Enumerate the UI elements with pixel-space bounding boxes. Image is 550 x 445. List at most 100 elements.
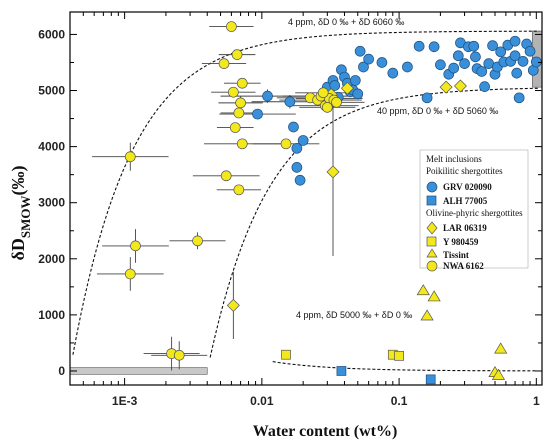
legend-marker-y98: [426, 236, 437, 247]
point-nwa-6162-10: [233, 184, 245, 196]
point-grv-020090-44: [495, 46, 507, 58]
point-grv-020090-55: [530, 56, 542, 68]
point-nwa-6162-9: [220, 170, 232, 182]
point-grv-020090-1: [252, 108, 263, 120]
legend-label-alh: ALH 77005: [443, 196, 488, 206]
point-nwa-6162-2: [218, 58, 230, 69]
point-tissint-1: [427, 290, 441, 302]
point-grv-020090-21: [358, 61, 369, 73]
point-grv-020090-56: [509, 35, 521, 47]
point-nwa-6162-3: [236, 77, 248, 89]
point-lar-06319-0: [226, 298, 240, 312]
legend-title: Melt inclusions: [426, 154, 482, 164]
point-nwa-6162-1: [231, 49, 243, 60]
point-tissint-5: [491, 368, 506, 380]
legend-label-grv: GRV 020090: [443, 182, 492, 192]
point-tissint-2: [420, 309, 434, 321]
point-grv-020090-27: [413, 40, 425, 52]
point-nwa-6162-16: [173, 349, 185, 361]
point-grv-020090-25: [387, 67, 399, 79]
point-grv-020090-29: [428, 41, 440, 53]
y-tick-label: 1000: [38, 308, 65, 322]
y-axis-title-unit: (‰): [8, 166, 29, 196]
legend-label-tissint: Tissint: [443, 250, 469, 260]
legend-marker-lar: [426, 221, 438, 235]
legend-marker-alh: [426, 195, 437, 206]
point-alh-77005-0: [336, 366, 347, 376]
point-lar-06319-2: [340, 81, 354, 95]
legend: Melt inclusions Poikilitic shergottites …: [419, 149, 529, 272]
point-grv-020090-41: [487, 40, 498, 52]
point-grv-020090-6: [294, 174, 306, 186]
point-grv-020090-57: [470, 51, 481, 63]
point-nwa-6162-13: [124, 268, 136, 280]
y-tick-label: 4000: [38, 140, 65, 154]
y-tick-label: 6000: [38, 27, 65, 41]
y-tick-label: 3000: [38, 196, 65, 210]
y-tick-label: 5000: [38, 84, 65, 98]
y-axis-title: δDSMOW(‰): [8, 166, 33, 261]
y-tick-label: 2000: [38, 252, 65, 266]
point-grv-020090-36: [468, 40, 480, 52]
point-grv-020090-20: [352, 88, 364, 100]
point-grv-020090-50: [513, 92, 525, 104]
point-grv-020090-24: [376, 57, 388, 68]
point-grv-020090-58: [452, 50, 464, 62]
point-grv-020090-2: [284, 96, 296, 108]
annotation-4ppm-bottom: 4 ppm, δD 5000 ‰ + δD 0 ‰: [296, 310, 412, 320]
point-lar-06319-1: [326, 165, 340, 179]
point-nwa-6162-8: [236, 138, 248, 150]
point-grv-020090-30: [435, 59, 446, 71]
low-water-band: [69, 367, 208, 375]
axes: 1E-3 0.01 0.1 1 0 1000 2000 3000 4000 5000 6000: [38, 11, 543, 408]
point-nwa-6162-14: [192, 235, 203, 247]
point-grv-020090-28: [421, 92, 433, 104]
point-y-980459-2: [394, 350, 404, 361]
point-nwa-6162-6: [233, 107, 245, 119]
legend-group-poikilitic: Poikilitic shergottites: [426, 166, 503, 176]
annotation-4ppm-top: 4 ppm, δD 0 ‰ + δD 6060 ‰: [288, 17, 404, 27]
legend-label-y98: Y 980459: [443, 237, 479, 247]
point-lar-06319-4: [439, 80, 453, 94]
point-grv-020090-22: [354, 45, 366, 57]
point-grv-020090-48: [509, 50, 521, 62]
legend-marker-grv: [426, 181, 438, 193]
mixing-curve-0: [72, 30, 540, 355]
point-nwa-6162-12: [130, 240, 141, 252]
point-nwa-6162-26: [321, 102, 333, 113]
point-grv-020090-51: [517, 56, 529, 67]
point-grv-020090-0: [262, 90, 273, 102]
point-grv-020090-49: [511, 67, 523, 79]
point-nwa-6162-23: [280, 138, 292, 150]
point-grv-020090-19: [349, 75, 361, 86]
point-grv-020090-38: [476, 66, 488, 77]
annotation-40ppm: 40 ppm, δD 0 ‰ + δD 5060 ‰: [377, 106, 498, 116]
plot-frame: [69, 11, 543, 386]
y-axis-title-sub: SMOW: [18, 196, 33, 239]
y-tick-label: 0: [58, 364, 65, 378]
y-axis-title-main: δD: [8, 238, 28, 260]
svg-text:δDSMOW(‰): δDSMOW(‰): [8, 166, 33, 261]
point-nwa-6162-0: [226, 21, 237, 32]
point-grv-020090-39: [479, 81, 490, 92]
legend-marker-tissint: [426, 248, 438, 258]
point-grv-020090-34: [459, 58, 470, 69]
point-nwa-6162-7: [229, 122, 241, 133]
x-tick-label: 0.1: [391, 394, 408, 408]
point-y-980459-0: [281, 349, 291, 360]
point-grv-020090-26: [402, 61, 413, 73]
point-nwa-6162-4: [228, 86, 239, 98]
point-tissint-3: [494, 342, 508, 354]
legend-label-nwa: NWA 6162: [443, 261, 484, 271]
legend-box: [419, 149, 529, 269]
x-tick-label: 1: [533, 394, 540, 408]
point-lar-06319-5: [453, 79, 467, 93]
point-grv-020090-32: [448, 62, 460, 74]
x-axis-title: Water content (wt%): [253, 423, 398, 440]
point-grv-020090-3: [288, 121, 299, 133]
point-nwa-6162-11: [124, 151, 136, 163]
point-nwa-6162-24: [317, 87, 329, 99]
data-points: [124, 21, 542, 385]
point-grv-020090-12: [329, 80, 341, 91]
